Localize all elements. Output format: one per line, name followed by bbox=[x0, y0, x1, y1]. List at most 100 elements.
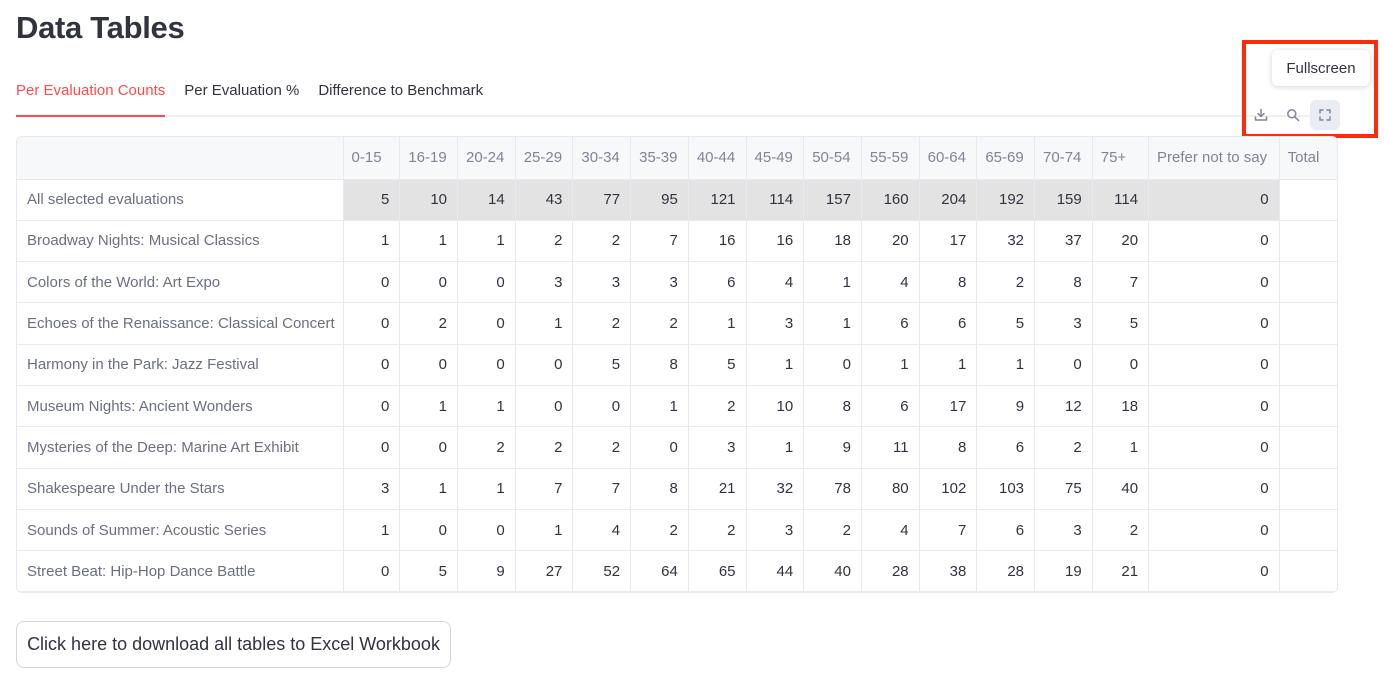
row-label[interactable]: Colors of the World: Art Expo bbox=[17, 261, 344, 304]
table-cell[interactable]: 32 bbox=[746, 468, 805, 510]
table-cell[interactable]: 114 bbox=[746, 179, 805, 221]
column-header[interactable]: Prefer not to say bbox=[1148, 137, 1280, 180]
table-cell[interactable]: 5 bbox=[688, 344, 747, 386]
table-cell[interactable]: 28 bbox=[976, 550, 1036, 592]
table-cell[interactable]: 2 bbox=[515, 426, 574, 469]
table-cell[interactable]: 2 bbox=[688, 509, 747, 552]
table-cell[interactable]: 0 bbox=[1148, 344, 1280, 386]
table-cell[interactable]: 8 bbox=[919, 261, 978, 304]
table-cell[interactable] bbox=[1279, 509, 1337, 552]
table-cell[interactable]: 1 bbox=[976, 344, 1036, 386]
data-grid[interactable]: 0-15 16-19 20-24 25-29 30-34 35-39 40-44 45-49 5… bbox=[16, 136, 1338, 593]
column-header[interactable]: 35-39 bbox=[630, 137, 689, 180]
table-cell[interactable] bbox=[1279, 550, 1337, 592]
table-cell[interactable]: 0 bbox=[572, 385, 632, 428]
table-cell[interactable]: 32 bbox=[976, 220, 1036, 263]
table-cell[interactable]: 2 bbox=[630, 302, 689, 345]
table-cell[interactable] bbox=[1279, 302, 1337, 345]
table-cell[interactable]: 19 bbox=[1034, 550, 1093, 592]
table-cell[interactable]: 204 bbox=[919, 179, 978, 221]
table-cell[interactable]: 8 bbox=[1034, 261, 1093, 304]
table-cell[interactable]: 3 bbox=[1034, 302, 1093, 345]
tab-per-evaluation-percent[interactable]: Per Evaluation % bbox=[184, 82, 300, 99]
table-cell[interactable]: 0 bbox=[343, 426, 401, 469]
table-cell[interactable]: 2 bbox=[630, 509, 689, 552]
table-cell[interactable]: 0 bbox=[343, 550, 401, 592]
table-cell[interactable]: 16 bbox=[688, 220, 747, 263]
table-cell[interactable]: 0 bbox=[1148, 179, 1280, 221]
column-header[interactable]: 25-29 bbox=[515, 137, 574, 180]
table-cell[interactable] bbox=[1279, 344, 1337, 386]
table-cell[interactable]: 2 bbox=[688, 385, 747, 428]
table-cell[interactable]: 192 bbox=[976, 179, 1036, 221]
table-cell[interactable] bbox=[1279, 468, 1337, 510]
table-cell[interactable]: 28 bbox=[861, 550, 920, 592]
table-cell[interactable]: 75 bbox=[1034, 468, 1093, 510]
table-cell[interactable]: 157 bbox=[803, 179, 862, 221]
table-cell[interactable]: 40 bbox=[803, 550, 862, 592]
table-cell[interactable]: 95 bbox=[630, 179, 689, 221]
table-cell[interactable]: 1 bbox=[688, 302, 747, 345]
table-cell[interactable]: 16 bbox=[746, 220, 805, 263]
table-cell[interactable] bbox=[1279, 261, 1337, 304]
table-cell[interactable]: 44 bbox=[746, 550, 805, 592]
table-cell[interactable]: 21 bbox=[688, 468, 747, 510]
row-label[interactable]: Street Beat: Hip-Hop Dance Battle bbox=[17, 550, 344, 592]
table-cell[interactable]: 3 bbox=[746, 302, 805, 345]
table-cell[interactable]: 3 bbox=[1034, 509, 1093, 552]
table-cell[interactable]: 0 bbox=[515, 385, 574, 428]
table-cell[interactable]: 3 bbox=[343, 468, 401, 510]
table-cell[interactable]: 12 bbox=[1034, 385, 1093, 428]
table-cell[interactable]: 2 bbox=[1092, 509, 1150, 552]
column-header[interactable]: 55-59 bbox=[861, 137, 920, 180]
table-cell[interactable]: 1 bbox=[803, 261, 862, 304]
column-header[interactable]: 50-54 bbox=[803, 137, 862, 180]
table-cell[interactable]: 103 bbox=[976, 468, 1036, 510]
table-cell[interactable]: 0 bbox=[1148, 509, 1280, 552]
table-cell[interactable]: 114 bbox=[1092, 179, 1150, 221]
table-cell[interactable]: 0 bbox=[343, 302, 401, 345]
table-cell[interactable]: 3 bbox=[515, 261, 574, 304]
column-header[interactable]: 40-44 bbox=[688, 137, 747, 180]
table-cell[interactable]: 159 bbox=[1034, 179, 1093, 221]
table-cell[interactable]: 0 bbox=[1148, 220, 1280, 263]
table-cell[interactable]: 11 bbox=[861, 426, 920, 469]
table-cell[interactable]: 52 bbox=[572, 550, 632, 592]
table-cell[interactable]: 5 bbox=[976, 302, 1036, 345]
table-cell[interactable]: 10 bbox=[746, 385, 805, 428]
table-cell[interactable]: 6 bbox=[688, 261, 747, 304]
row-label[interactable]: Broadway Nights: Musical Classics bbox=[17, 220, 344, 263]
table-cell[interactable]: 5 bbox=[343, 179, 401, 221]
table-cell[interactable]: 21 bbox=[1092, 550, 1150, 592]
table-cell[interactable]: 5 bbox=[1092, 302, 1150, 345]
table-cell[interactable]: 65 bbox=[688, 550, 747, 592]
table-cell[interactable]: 18 bbox=[803, 220, 862, 263]
table-cell[interactable]: 1 bbox=[746, 426, 805, 469]
row-label[interactable]: Sounds of Summer: Acoustic Series bbox=[17, 509, 344, 552]
table-cell[interactable]: 4 bbox=[861, 261, 920, 304]
table-cell[interactable] bbox=[1279, 385, 1337, 428]
table-cell[interactable]: 1 bbox=[919, 344, 978, 386]
table-cell[interactable]: 160 bbox=[861, 179, 920, 221]
table-cell[interactable]: 1 bbox=[399, 220, 458, 263]
table-cell[interactable]: 7 bbox=[630, 220, 689, 263]
table-cell[interactable]: 0 bbox=[1148, 302, 1280, 345]
column-header[interactable]: 30-34 bbox=[572, 137, 632, 180]
table-cell[interactable]: 0 bbox=[630, 426, 689, 469]
table-cell[interactable]: 18 bbox=[1092, 385, 1150, 428]
tab-per-evaluation-counts[interactable]: Per Evaluation Counts bbox=[16, 80, 166, 117]
table-cell[interactable]: 17 bbox=[919, 385, 978, 428]
table-cell[interactable]: 2 bbox=[976, 261, 1036, 304]
table-cell[interactable]: 64 bbox=[630, 550, 689, 592]
table-cell[interactable]: 14 bbox=[457, 179, 516, 221]
table-cell[interactable] bbox=[1279, 426, 1337, 469]
table-cell[interactable]: 78 bbox=[803, 468, 862, 510]
table-cell[interactable]: 6 bbox=[919, 302, 978, 345]
table-cell[interactable]: 3 bbox=[746, 509, 805, 552]
table-cell[interactable]: 7 bbox=[515, 468, 574, 510]
table-cell[interactable]: 4 bbox=[746, 261, 805, 304]
table-cell[interactable]: 0 bbox=[1034, 344, 1093, 386]
fullscreen-button[interactable] bbox=[1310, 100, 1340, 130]
column-header[interactable]: 65-69 bbox=[976, 137, 1036, 180]
table-cell[interactable]: 9 bbox=[803, 426, 862, 469]
